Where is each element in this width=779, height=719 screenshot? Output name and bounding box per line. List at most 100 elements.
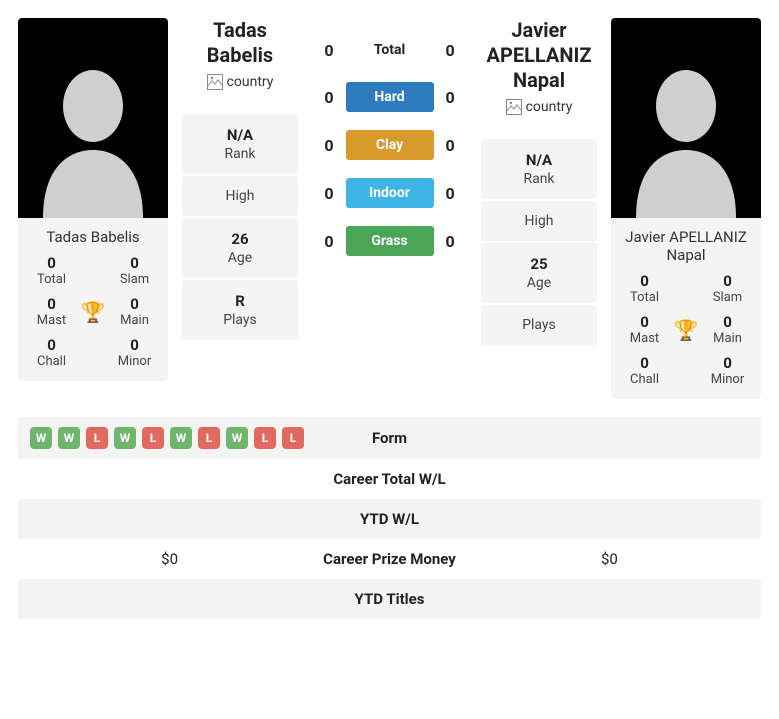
form-loss-badge: L — [198, 427, 220, 449]
h2h-total-left: 0 — [312, 41, 334, 60]
form-win-badge: W — [30, 427, 52, 449]
h2h-hard-right: 0 — [446, 88, 468, 107]
comparison-table: WWLWLWLWLL Form Career Total W/L YTD W/L… — [18, 417, 761, 619]
p1-plays-val: R — [186, 292, 294, 310]
career-wl-label: Career Total W/L — [319, 470, 459, 488]
p2-mast-val: 0 — [630, 313, 659, 331]
row-ytd-wl: YTD W/L — [18, 499, 761, 539]
form-loss-badge: L — [142, 427, 164, 449]
p2-rank-lab: Rank — [485, 171, 593, 187]
p1-slam-lab: Slam — [120, 272, 149, 287]
p1-rank-lab: Rank — [186, 146, 294, 162]
form-loss-badge: L — [282, 427, 304, 449]
form-label: Form — [358, 429, 421, 447]
form-win-badge: W — [170, 427, 192, 449]
form-win-badge: W — [114, 427, 136, 449]
h2h-total-right: 0 — [446, 41, 468, 60]
row-career-wl: Career Total W/L — [18, 459, 761, 499]
p1-slam-val: 0 — [120, 254, 149, 272]
player1-name: Tadas Babelis — [182, 18, 298, 68]
p2-mast-lab: Mast — [630, 331, 659, 346]
player1-form-badges: WWLWLWLWLL — [30, 427, 304, 449]
p2-chall-val: 0 — [630, 354, 659, 372]
form-win-badge: W — [226, 427, 248, 449]
p1-main-val: 0 — [120, 295, 149, 313]
p2-main-val: 0 — [713, 313, 742, 331]
country-alt-text: country — [526, 99, 573, 115]
p2-chall-lab: Chall — [630, 372, 659, 387]
player1-titles: 0Total 0Slam 0Mast 🏆 0Main 0Chall 0Minor — [18, 254, 168, 381]
h2h-column: 0 Total 0 0 Hard 0 0 Clay 0 0 Indoor 0 0… — [312, 18, 467, 256]
p2-plays-lab: Plays — [485, 317, 593, 333]
h2h-grass-label: Grass — [346, 226, 434, 256]
top-row: Tadas Babelis 0Total 0Slam 0Mast 🏆 0Main… — [18, 18, 761, 399]
player2-card: Javier APELLANIZ Napal 0Total 0Slam 0Mas… — [611, 18, 761, 399]
p1-main-lab: Main — [120, 313, 149, 328]
ytd-wl-label: YTD W/L — [346, 510, 433, 528]
player2-country: country — [506, 99, 573, 115]
player2-name: Javier APELLANIZ Napal — [481, 18, 597, 93]
h2h-clay-right: 0 — [446, 136, 468, 155]
p1-total-val: 0 — [37, 254, 66, 272]
trophy-icon: 🏆 — [674, 318, 699, 342]
player2-photo — [611, 18, 761, 218]
p2-slam-val: 0 — [713, 272, 742, 290]
p2-high-lab: High — [485, 213, 593, 229]
h2h-clay-left: 0 — [312, 136, 334, 155]
p1-age-val: 26 — [186, 230, 294, 248]
p2-age-val: 25 — [485, 255, 593, 273]
player1-card-name: Tadas Babelis — [18, 218, 168, 254]
avatar-silhouette-icon — [626, 38, 746, 218]
broken-image-icon — [207, 74, 223, 90]
row-form: WWLWLWLWLL Form — [18, 417, 761, 459]
p2-prize-money: $0 — [601, 550, 618, 568]
h2h-hard-left: 0 — [312, 88, 334, 107]
p1-rank-val: N/A — [186, 126, 294, 144]
h2h-indoor-right: 0 — [446, 184, 468, 203]
p1-high-lab: High — [186, 188, 294, 204]
p1-mast-lab: Mast — [37, 313, 66, 328]
p1-chall-lab: Chall — [37, 354, 66, 369]
p1-total-lab: Total — [37, 272, 66, 287]
h2h-total-label: Total — [346, 36, 434, 64]
p1-minor-val: 0 — [118, 336, 152, 354]
form-loss-badge: L — [86, 427, 108, 449]
h2h-indoor-label: Indoor — [346, 178, 434, 208]
p1-plays-lab: Plays — [186, 312, 294, 328]
p2-main-lab: Main — [713, 331, 742, 346]
player1-stats: N/A Rank High 26 Age R Plays — [182, 114, 298, 340]
p2-slam-lab: Slam — [713, 290, 742, 305]
p2-minor-lab: Minor — [711, 372, 745, 387]
ytd-titles-label: YTD Titles — [341, 590, 439, 608]
row-prize-money: $0 Career Prize Money $0 — [18, 539, 761, 579]
p1-mast-val: 0 — [37, 295, 66, 313]
trophy-icon: 🏆 — [81, 300, 106, 324]
broken-image-icon — [506, 99, 522, 115]
h2h-clay-label: Clay — [346, 130, 434, 160]
country-alt-text: country — [227, 74, 274, 90]
player1-info-col: Tadas Babelis country N/A Rank High 26 Age… — [182, 18, 298, 340]
h2h-hard-label: Hard — [346, 82, 434, 112]
h2h-grass-right: 0 — [446, 232, 468, 251]
p2-total-lab: Total — [630, 290, 659, 305]
p2-age-lab: Age — [485, 275, 593, 291]
player2-card-name: Javier APELLANIZ Napal — [611, 218, 761, 272]
form-loss-badge: L — [254, 427, 276, 449]
form-win-badge: W — [58, 427, 80, 449]
player1-photo — [18, 18, 168, 218]
p2-rank-val: N/A — [485, 151, 593, 169]
p1-minor-lab: Minor — [118, 354, 152, 369]
row-ytd-titles: YTD Titles — [18, 579, 761, 619]
player2-stats: N/A Rank High 25 Age Plays — [481, 139, 597, 345]
player2-titles: 0Total 0Slam 0Mast 🏆 0Main 0Chall 0Minor — [611, 272, 761, 399]
p1-chall-val: 0 — [37, 336, 66, 354]
player1-card: Tadas Babelis 0Total 0Slam 0Mast 🏆 0Main… — [18, 18, 168, 381]
prize-money-label: Career Prize Money — [309, 550, 470, 568]
h2h-grass-left: 0 — [312, 232, 334, 251]
p2-total-val: 0 — [630, 272, 659, 290]
player2-info-col: Javier APELLANIZ Napal country N/A Rank H… — [481, 18, 597, 345]
h2h-indoor-left: 0 — [312, 184, 334, 203]
p2-minor-val: 0 — [711, 354, 745, 372]
p1-age-lab: Age — [186, 250, 294, 266]
player1-country: country — [207, 74, 274, 90]
